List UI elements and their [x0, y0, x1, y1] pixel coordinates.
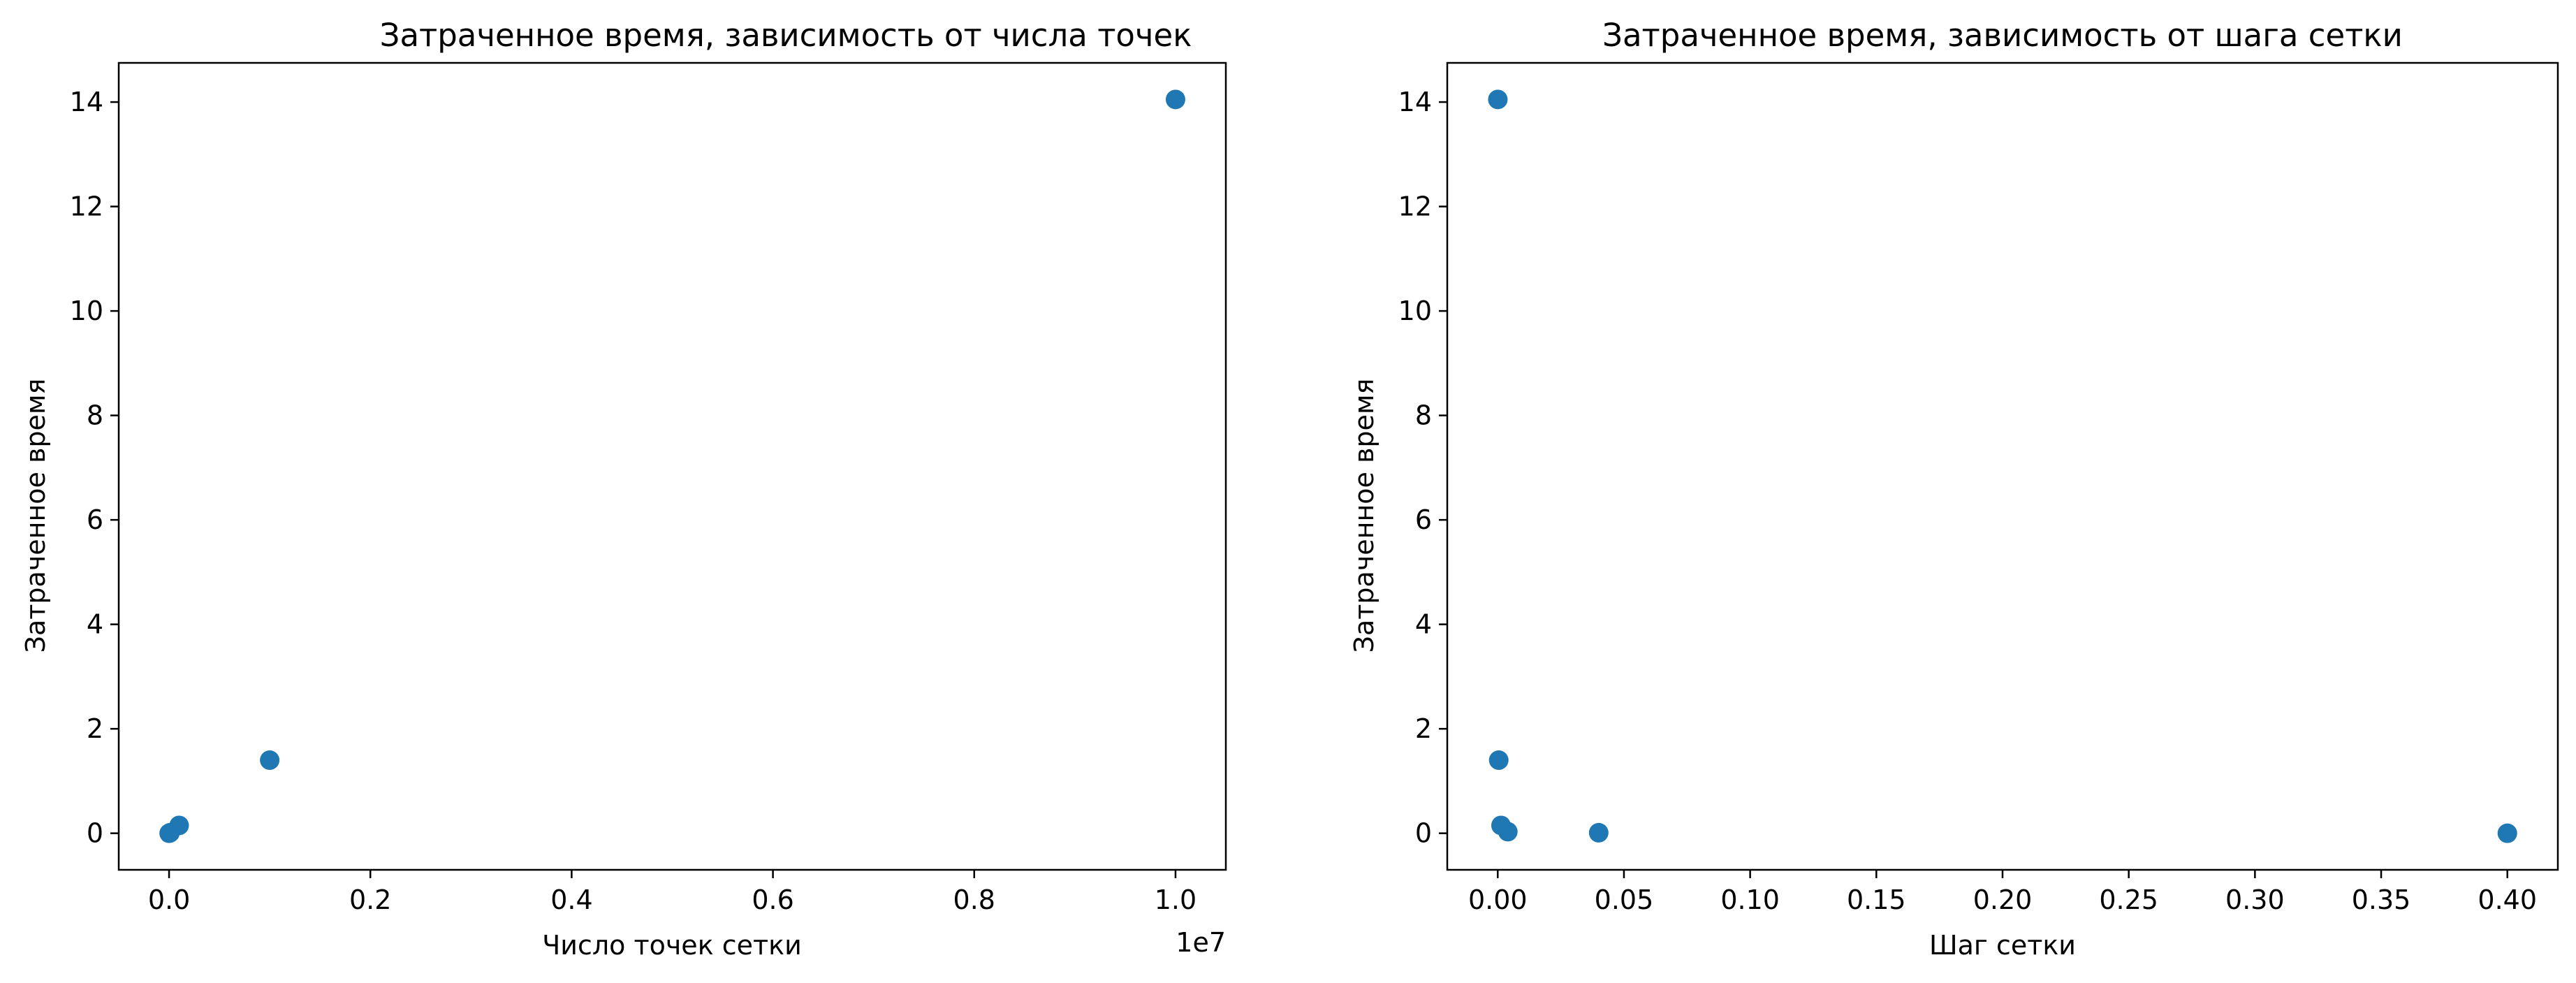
y-tick-label: 2: [1415, 713, 1432, 744]
x-tick-label: 0.15: [1847, 884, 1906, 915]
y-tick-label: 10: [70, 296, 103, 326]
x-axis-label: Шаг сетки: [1929, 930, 2076, 961]
y-tick-label: 14: [70, 87, 103, 117]
scatter-point: [1491, 815, 1511, 836]
scatter-point: [1588, 822, 1609, 843]
x-tick-label: 0.2: [349, 884, 391, 915]
y-tick-label: 8: [87, 400, 103, 431]
x-tick-label: 0.40: [2478, 884, 2537, 915]
x-tick-label: 0.0: [148, 884, 190, 915]
y-tick-label: 8: [1415, 400, 1432, 431]
x-tick-label: 0.10: [1720, 884, 1780, 915]
y-tick-label: 0: [87, 818, 103, 849]
x-tick-label: 0.05: [1595, 884, 1654, 915]
chart-points-vs-time: Затраченное время, зависимость от числа …: [20, 17, 1227, 961]
y-axis-label: Затраченное время: [20, 379, 51, 653]
chart-title: Затраченное время, зависимость от числа …: [380, 17, 1192, 54]
y-tick-label: 4: [1415, 609, 1432, 640]
plot-area: 0.00 0.05 0.10 0.15 0.20 0.25 0.30 0.35 0.40 0 2 4 6…: [1398, 61, 2559, 915]
chart-title: Затраченное время, зависимость от шага с…: [1602, 17, 2403, 54]
chart-step-vs-time: Затраченное время, зависимость от шага с…: [1349, 17, 2559, 961]
x-tick-label: 0.6: [752, 884, 793, 915]
x-tick-label: 0.4: [550, 884, 592, 915]
y-tick-label: 12: [1398, 191, 1432, 222]
x-tick-label: 0.20: [1973, 884, 2033, 915]
scatter-point: [169, 815, 189, 836]
y-tick-label: 10: [1398, 296, 1432, 326]
scatter-point: [2497, 823, 2517, 843]
scatter-point: [260, 750, 280, 771]
y-tick-label: 0: [1415, 818, 1432, 849]
y-tick-label: 6: [87, 504, 103, 535]
y-tick-label: 14: [1398, 87, 1432, 117]
y-tick-label: 2: [87, 713, 103, 744]
axes-frame: [117, 61, 1227, 871]
x-offset-text: 1e7: [1176, 927, 1226, 958]
y-tick-label: 12: [70, 191, 103, 222]
y-tick-label: 6: [1415, 504, 1432, 535]
scatter-point: [1488, 89, 1508, 110]
y-axis-label: Затраченное время: [1349, 379, 1380, 653]
y-tick-label: 4: [87, 609, 103, 640]
scatter-point: [1165, 89, 1185, 110]
x-tick-label: 0.35: [2352, 884, 2411, 915]
x-tick-label: 0.25: [2099, 884, 2158, 915]
plot-area: 0.0 0.2 0.4 0.6 0.8 1.0 0 2 4 6 8 10 12 14: [70, 61, 1227, 915]
x-axis-label: Число точек сетки: [542, 930, 802, 961]
scatter-point: [1488, 750, 1509, 771]
x-tick-label: 0.30: [2225, 884, 2285, 915]
x-tick-label: 0.00: [1468, 884, 1528, 915]
x-tick-label: 0.8: [953, 884, 995, 915]
x-tick-label: 1.0: [1155, 884, 1196, 915]
